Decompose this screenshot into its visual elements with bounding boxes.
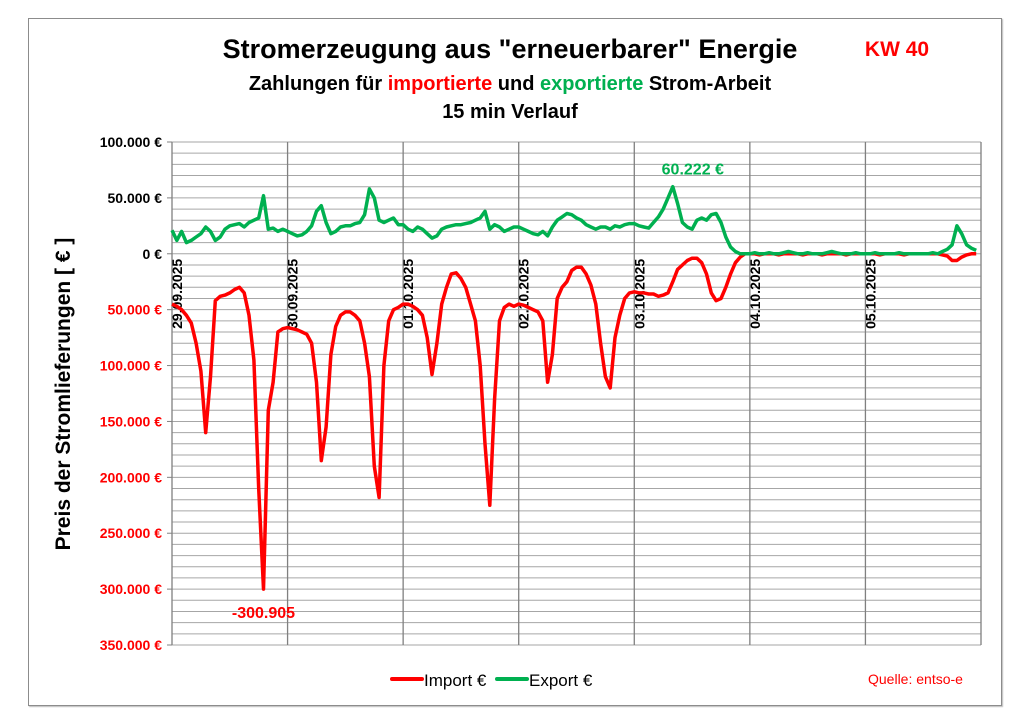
subtitle-part: Zahlungen für xyxy=(249,73,388,95)
export-series-line xyxy=(170,184,977,256)
y-tick-label: 0 € xyxy=(143,246,163,262)
legend-label-import: Import € xyxy=(424,671,487,690)
x-tick-label: 30.09.2025 xyxy=(285,259,301,329)
subtitle-part: und xyxy=(492,73,540,95)
y-axis-label: Preis der Stromlieferungen [ € ] xyxy=(52,238,75,551)
y-tick-label: 100.000 € xyxy=(100,134,162,150)
legend-label-export: Export € xyxy=(529,671,593,690)
chart-title: Stromerzeugung aus "erneuerbarer" Energi… xyxy=(223,34,798,64)
y-tick-label: 250.000 € xyxy=(100,525,162,541)
chart-subtitle-2: 15 min Verlauf xyxy=(442,101,578,123)
x-tick-label: 29.09.2025 xyxy=(169,259,185,329)
subtitle-import: importierte xyxy=(388,73,492,95)
y-tick-label: 300.000 € xyxy=(100,581,162,597)
chart-frame xyxy=(28,18,1002,706)
chart-subtitle: Zahlungen für importierte und exportiert… xyxy=(249,73,772,95)
subtitle-part: Strom-Arbeit xyxy=(643,73,771,95)
y-tick-label: 50.000 € xyxy=(108,302,163,318)
legend: Import € Export € xyxy=(390,671,593,690)
max-export-annotation: 60.222 € xyxy=(662,161,724,178)
x-tick-label: 01.10.2025 xyxy=(400,259,416,329)
x-tick-label: 05.10.2025 xyxy=(862,259,878,329)
min-import-annotation: -300.905 xyxy=(232,605,295,622)
source-label: Quelle: entso-e xyxy=(868,671,963,687)
subtitle-export: exportierte xyxy=(540,73,643,95)
x-tick-label: 04.10.2025 xyxy=(747,259,763,329)
y-tick-label: 150.000 € xyxy=(100,413,162,429)
x-tick-label: 02.10.2025 xyxy=(516,259,532,329)
y-tick-label: 50.000 € xyxy=(108,190,163,206)
y-tick-label: 350.000 € xyxy=(100,637,162,653)
week-badge: KW 40 xyxy=(865,38,929,61)
y-tick-label: 200.000 € xyxy=(100,469,162,485)
y-tick-label: 100.000 € xyxy=(100,358,162,374)
